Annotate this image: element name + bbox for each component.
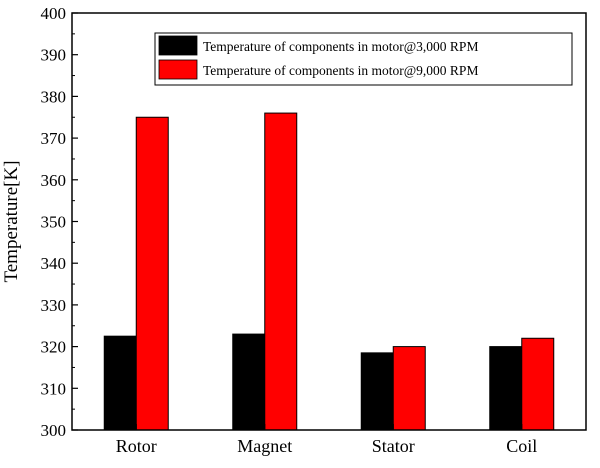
bar-coil-series-2 <box>521 337 555 431</box>
bar-coil-series-1 <box>489 346 523 431</box>
y-tick-label: 380 <box>41 87 67 106</box>
bar-stator-series-1 <box>360 352 394 431</box>
legend-swatch-2 <box>158 59 198 80</box>
legend-box <box>154 32 573 86</box>
plot-frame <box>71 12 587 431</box>
bar-rotor-series-2 <box>135 116 169 431</box>
y-axis-ticks: 300 310 320 330 340 350 360 370 380 390 400 <box>41 4 78 440</box>
x-category-label: Rotor <box>116 436 157 456</box>
legend-label-1: Temperature of components in motor@3,000… <box>203 39 478 54</box>
y-tick-label: 350 <box>41 213 67 232</box>
x-category-label: Stator <box>372 436 415 456</box>
bar-magnet-series-2 <box>264 112 298 431</box>
y-tick-label: 390 <box>41 46 67 65</box>
bar-rotor-series-1 <box>103 335 137 431</box>
y-tick-label: 330 <box>41 296 67 315</box>
x-category-label: Coil <box>506 436 537 456</box>
y-tick-label: 400 <box>41 4 67 23</box>
y-tick-label: 340 <box>41 254 67 273</box>
x-axis-categories: Rotor Magnet Stator Coil <box>116 424 537 456</box>
x-category-label: Magnet <box>237 436 292 456</box>
y-tick-label: 370 <box>41 129 67 148</box>
y-tick-label: 300 <box>41 421 67 440</box>
bar-magnet-series-1 <box>232 333 266 431</box>
legend: Temperature of components in motor@3,000… <box>154 32 573 86</box>
y-tick-label: 310 <box>41 379 67 398</box>
bar-stator-series-2 <box>392 346 426 431</box>
legend-label-2: Temperature of components in motor@9,000… <box>203 63 478 78</box>
bars <box>103 112 555 431</box>
y-tick-label: 360 <box>41 171 67 190</box>
y-axis-title: Temperature[K] <box>1 160 22 282</box>
legend-swatch-1 <box>158 35 198 56</box>
y-tick-label: 320 <box>41 338 67 357</box>
